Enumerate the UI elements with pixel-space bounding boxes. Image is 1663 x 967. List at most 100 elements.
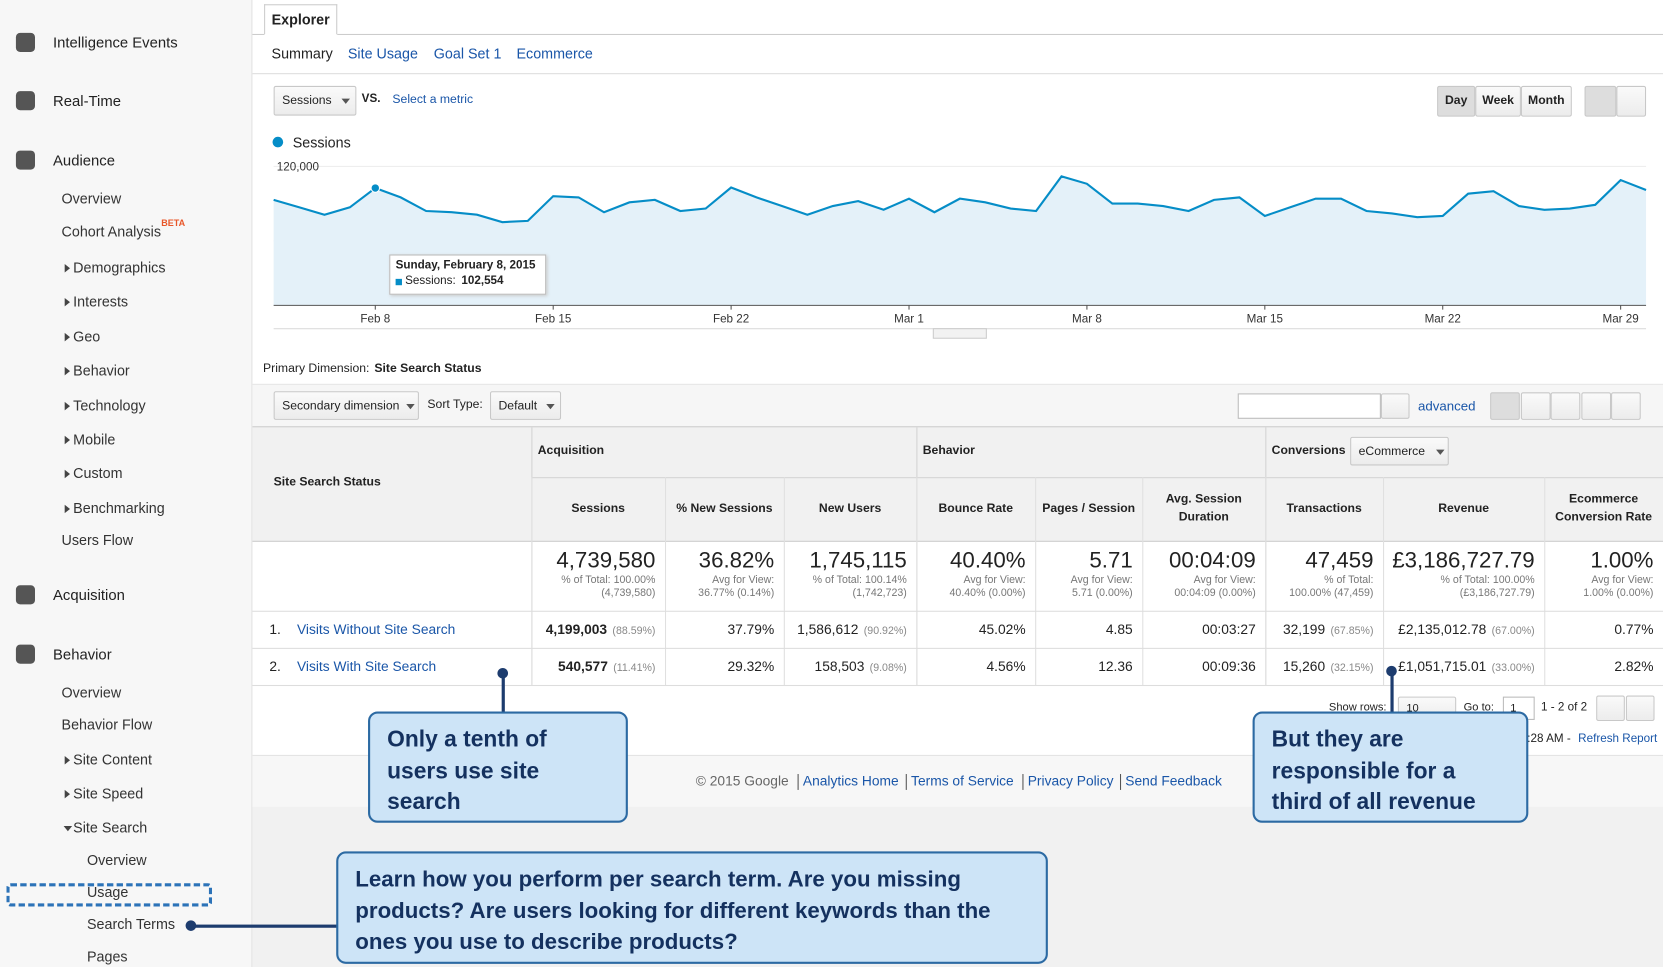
next-button[interactable] [1625,695,1655,722]
col-border [783,477,785,687]
x-tick-label: Mar 8 [1072,312,1102,325]
search-input[interactable] [1237,393,1381,419]
row-line [252,610,1663,612]
nav-section[interactable]: Behavior [53,645,112,663]
y-tick-label: 120,000 [277,161,320,174]
nav-section[interactable]: Intelligence Events [53,33,178,51]
view-toggle[interactable] [1490,392,1520,420]
cell-percent: (67.85%) [1330,625,1374,638]
nav-item[interactable]: Site Content [73,751,152,768]
prev-button[interactable] [1596,695,1625,722]
row-index: 2. [269,658,281,675]
nav-item[interactable]: Mobile [73,431,116,448]
nav-section[interactable]: Acquisition [53,586,125,604]
nav-item[interactable]: Overview [61,190,122,207]
nav-item[interactable]: Site Search [73,819,148,836]
cell: 540,577 (11.41%) [531,658,655,674]
subtab[interactable]: Site Usage [347,45,418,62]
nav-item[interactable]: Interests [73,293,129,310]
nav-item[interactable]: Site Speed [73,785,144,802]
col-border [531,477,533,687]
x-tick-label: Feb 15 [535,312,571,325]
nav-item[interactable]: Overview [61,684,122,701]
view-toggle[interactable] [1611,392,1641,420]
total-sub: (4,739,580) [601,587,656,600]
nav-item[interactable]: Behavior Flow [61,716,153,733]
toolbar-bg [252,383,1663,428]
tab-bar-line [252,33,1663,35]
total-value: 40.40% [950,548,1026,573]
caret [1436,449,1445,455]
col-border [916,477,918,687]
row-label[interactable]: Visits Without Site Search [296,621,456,638]
nav-item[interactable]: Technology [73,397,146,414]
expand-arrow [64,435,70,445]
total-sub: % of Total: 100.14% [812,574,907,587]
cell-percent: (90.92%) [863,625,907,638]
nav-item[interactable]: Search Terms [86,916,176,933]
nav-item[interactable]: Geo [73,328,101,345]
cell-value: £2,135,012.78 [1398,621,1487,638]
footer-link[interactable]: Analytics Home [802,772,899,789]
total-value: 36.82% [698,548,775,573]
sort-select[interactable]: Default [489,391,562,420]
nav-item[interactable]: Pages [86,948,128,965]
view-toggle[interactable] [1580,392,1611,420]
refresh-link[interactable]: Refresh Report [1578,732,1658,746]
nav-section[interactable]: Audience [53,151,115,169]
conversion-select[interactable]: eCommerce [1350,436,1449,466]
nav-section[interactable]: Real-Time [53,92,121,110]
expand-arrow [64,297,70,307]
secondary-dimension[interactable]: Secondary dimension [273,391,419,420]
row-label[interactable]: Visits With Site Search [296,658,437,675]
total-sub: 5.71 (0.00%) [1071,587,1133,600]
nav-item[interactable]: Custom [73,465,123,482]
cell: £2,135,012.78 (67.00%) [1383,621,1535,637]
pointer-line [501,673,505,713]
advanced-link[interactable]: advanced [1418,398,1476,414]
pointer-line [1390,671,1394,713]
subtab[interactable]: Summary [271,45,333,62]
view-toggle[interactable] [1520,392,1551,420]
nav-item[interactable]: Behavior [73,362,130,379]
total-value: £3,186,727.79 [1392,548,1535,573]
col-border [1383,477,1385,687]
nav-item[interactable]: Demographics [73,259,166,276]
nav-item[interactable]: Benchmarking [73,500,165,517]
select-metric[interactable]: Select a metric [392,93,474,107]
footer-link[interactable]: Privacy Policy [1027,772,1114,789]
view-toggle[interactable] [1550,392,1581,420]
line-chart-toggle[interactable] [1584,85,1617,117]
col-border [1265,477,1267,687]
cell-value: 2.82% [1614,658,1654,675]
period-button[interactable]: Week [1475,85,1521,117]
cell-percent: (67.00%) [1491,625,1535,638]
th: Revenue [1438,502,1490,515]
cell: 15,260 (32.15%) [1265,658,1374,674]
metric-select[interactable]: Sessions [273,85,357,116]
total-sub: 36.77% (0.14%) [698,587,775,600]
cell-value: 4,199,003 [545,621,608,638]
motion-chart-toggle[interactable] [1616,85,1647,117]
expand-handle [932,328,987,339]
nav-item[interactable]: Users Flow [61,532,134,549]
subtab[interactable]: Goal Set 1 [433,45,502,62]
copyright: © 2015 Google [695,772,789,789]
period-button[interactable]: Month [1520,85,1572,117]
nav-item[interactable]: Usage [86,884,129,901]
nav-item[interactable]: Cohort Analysis [61,223,161,240]
sidebar-bg [0,0,253,967]
period-button[interactable]: Day [1437,85,1476,117]
subtab[interactable]: Ecommerce [516,45,593,62]
th: Avg. Session Duration [1165,493,1242,524]
footer-link[interactable]: Terms of Service [911,772,1014,789]
expand-arrow [63,825,73,832]
cell: 12.36 [1035,658,1133,674]
footer-link[interactable]: Send Feedback [1125,772,1222,789]
tooltip-date: Sunday, February 8, 2015 [395,258,536,272]
nav-item[interactable]: Overview [86,852,147,869]
search-button[interactable] [1380,393,1410,419]
nav-icon [15,32,35,52]
